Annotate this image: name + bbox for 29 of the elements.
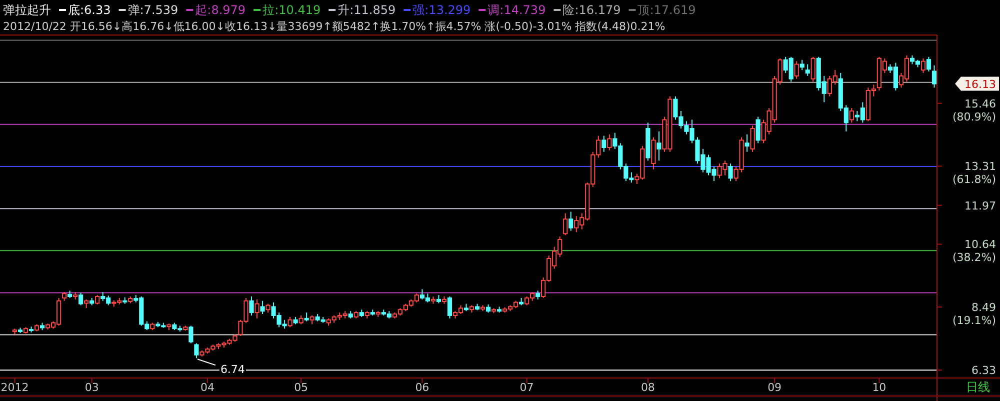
legend-label: 起:8.979 bbox=[195, 3, 246, 17]
x-tick-label: 05 bbox=[294, 381, 308, 394]
y-tick-label: 10.64 (38.2%) bbox=[952, 238, 996, 264]
y-tick-label: 6.33 bbox=[972, 364, 996, 378]
legend-label: 顶:17.619 bbox=[638, 3, 696, 17]
legend-label: 底:6.33 bbox=[68, 3, 111, 17]
legend-label: 弹:7.539 bbox=[128, 3, 178, 17]
x-tick-label: 2012 bbox=[0, 381, 29, 394]
legend-label: 险:16.179 bbox=[562, 3, 621, 17]
x-tick-label: 08 bbox=[640, 381, 655, 394]
x-tick-label: 09 bbox=[768, 381, 782, 394]
legend-label: 强:13.299 bbox=[412, 3, 471, 17]
x-tick-label: 06 bbox=[415, 381, 430, 394]
annotation: 6.74 bbox=[220, 363, 245, 376]
chart-subtitle: 2012/10/22 开16.56↓高16.76↓低16.00↓收16.13↓量33699↑额5482↑换1.70%↑振4.57% 涨(-0.50)-3.01% 指数(4.48)0.21% bbox=[3, 20, 666, 33]
legend-label: 调:14.739 bbox=[488, 3, 546, 17]
y-tick-label: 15.46 (80.9%) bbox=[952, 97, 996, 124]
text: 日线 bbox=[966, 380, 990, 394]
legend-label: 拉:10.419 bbox=[262, 3, 321, 17]
x-tick-label: 07 bbox=[520, 381, 534, 394]
x-tick-label: 03 bbox=[84, 381, 99, 394]
chart-title: 弹拉起升 bbox=[3, 3, 51, 17]
x-tick-label: 04 bbox=[200, 381, 214, 394]
legend-label: 升:11.859 bbox=[338, 3, 396, 17]
x-tick-label: 10 bbox=[872, 381, 886, 394]
y-tick-label: 11.97 bbox=[964, 199, 996, 212]
y-tick-label: 13.31 (61.8%) bbox=[952, 160, 996, 186]
text: 16.13 bbox=[964, 78, 996, 91]
y-tick-label: 8.49 (19.1%) bbox=[952, 301, 996, 328]
